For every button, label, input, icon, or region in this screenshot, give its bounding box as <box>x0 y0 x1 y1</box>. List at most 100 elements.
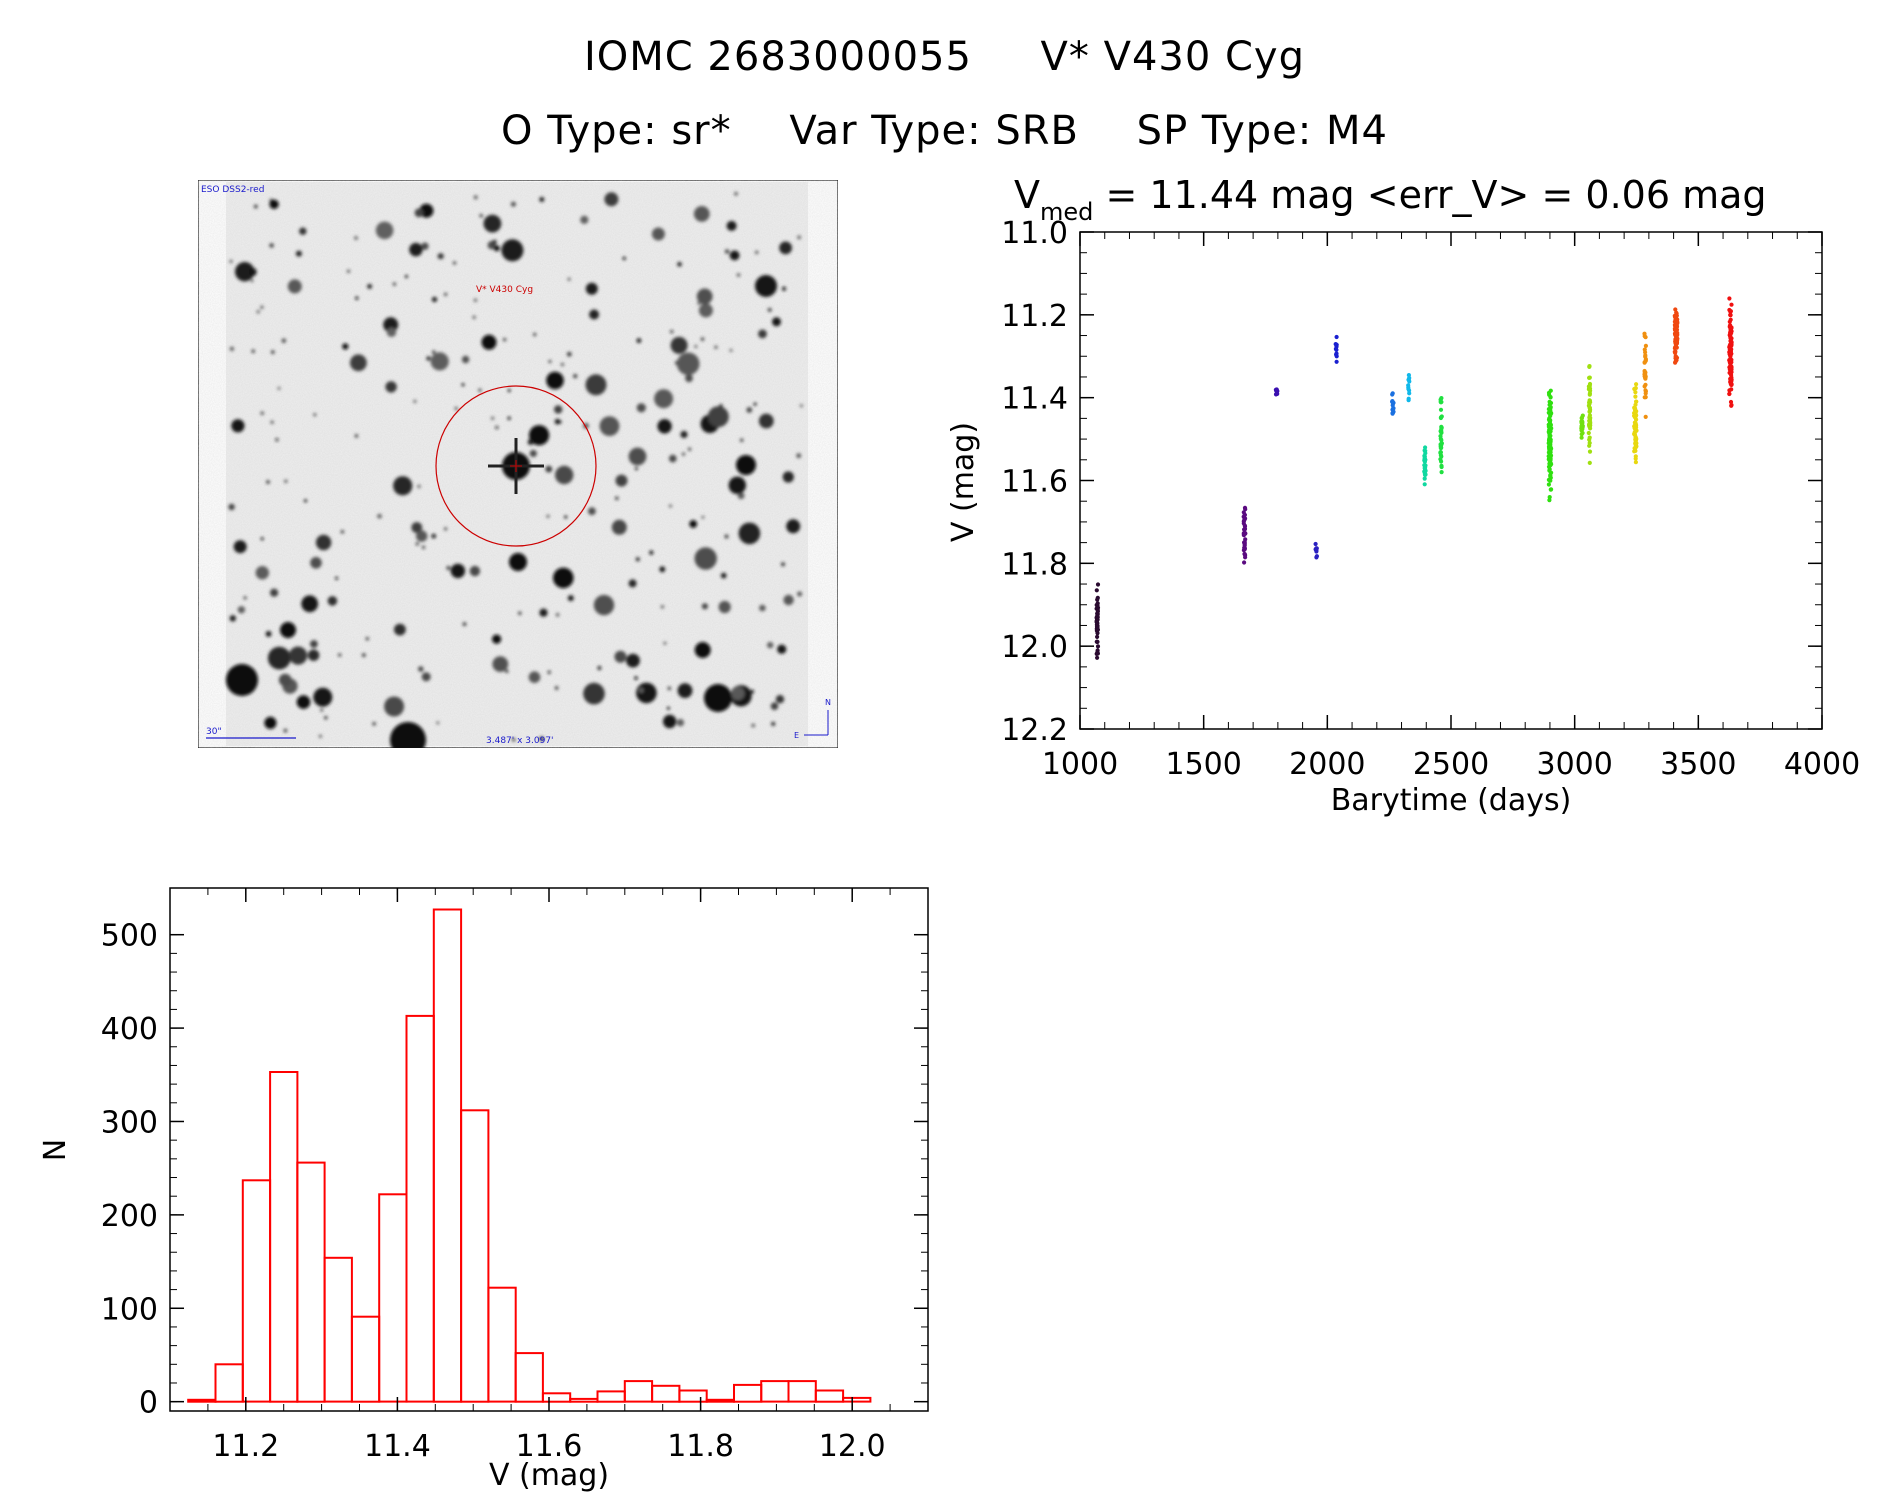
star <box>611 519 627 535</box>
histogram-bar <box>460 1109 490 1403</box>
star <box>770 702 779 710</box>
bright-star <box>736 455 756 475</box>
data-point <box>1548 394 1553 400</box>
star <box>755 275 777 297</box>
star <box>310 557 322 569</box>
data-point <box>1242 518 1247 523</box>
star <box>313 687 333 707</box>
star <box>416 530 428 542</box>
y-tick-label: 11.0 <box>1001 216 1068 251</box>
histogram-bar <box>514 1352 544 1403</box>
data-point <box>1728 381 1733 386</box>
star <box>473 195 478 200</box>
field-size-label: 3.487' x 3.097' <box>486 736 554 746</box>
main-title: IOMC 2683000055 V* V430 Cyg <box>0 34 1889 80</box>
star <box>737 273 740 277</box>
star <box>567 595 574 602</box>
light-curve-axes: 1000 1500 2000 2500 3000 3500 4000 11.0 11.2 11.4… <box>1001 216 1860 782</box>
star <box>421 672 431 682</box>
x-tick-label: 4000 <box>1784 747 1860 782</box>
star <box>365 637 369 641</box>
data-point <box>1548 444 1553 449</box>
star <box>698 303 713 318</box>
data-point <box>1579 435 1584 440</box>
star <box>604 192 619 207</box>
star <box>636 403 646 413</box>
star <box>677 262 682 267</box>
y-tick-label: 500 <box>101 919 158 954</box>
star <box>342 343 349 350</box>
star <box>295 250 302 257</box>
star-field <box>226 191 803 748</box>
star <box>700 337 705 341</box>
data-point <box>1633 438 1638 444</box>
histogram-chart: 11.2 11.4 11.6 11.8 12.0 0 100 200 300 400 500 V (… <box>38 887 929 1493</box>
star <box>505 669 509 673</box>
star <box>444 527 448 531</box>
data-point <box>1314 555 1319 560</box>
data-point <box>1547 457 1552 462</box>
data-point <box>1632 432 1637 437</box>
histogram-bar <box>814 1389 845 1403</box>
star <box>507 416 511 420</box>
star <box>431 533 436 539</box>
star <box>771 721 776 726</box>
data-point <box>1579 415 1584 420</box>
star <box>473 298 478 302</box>
star <box>755 250 759 254</box>
plot-frame <box>1079 231 1823 730</box>
y-tick-label: 100 <box>101 1292 158 1327</box>
star <box>724 249 730 254</box>
title-v: V <box>1014 173 1040 217</box>
star <box>354 434 359 438</box>
star <box>750 689 755 694</box>
star <box>555 613 560 617</box>
data-point <box>1095 627 1100 632</box>
star <box>666 706 670 710</box>
star <box>783 594 794 606</box>
x-tick-label: 11.8 <box>667 1429 734 1464</box>
data-point <box>1548 433 1553 438</box>
star <box>545 465 553 473</box>
data-point <box>1333 346 1338 352</box>
star <box>229 346 234 351</box>
data-point <box>1314 549 1319 554</box>
star <box>746 407 753 413</box>
star <box>327 596 338 606</box>
light-curve-title: Vmed = 11.44 mag <err_V> = 0.06 mag <box>1014 173 1767 226</box>
star <box>340 530 344 534</box>
data-point <box>1634 417 1639 422</box>
x-tick-label: 11.2 <box>212 1429 279 1464</box>
star <box>681 452 686 456</box>
star <box>394 623 406 636</box>
star <box>529 449 537 458</box>
data-point <box>1642 360 1647 365</box>
light-curve-points <box>1094 296 1734 660</box>
star <box>786 519 801 534</box>
star <box>697 301 701 305</box>
star <box>472 315 476 319</box>
star <box>635 557 640 562</box>
histogram-bar <box>678 1389 708 1403</box>
star <box>777 644 787 654</box>
star <box>481 334 497 350</box>
data-point <box>1586 430 1591 436</box>
star <box>260 305 264 309</box>
star <box>354 236 358 240</box>
east-label: E <box>794 731 799 740</box>
star <box>444 292 448 296</box>
data-point <box>1729 340 1734 345</box>
star <box>283 728 288 733</box>
data-point <box>1728 313 1733 318</box>
data-point <box>1548 418 1553 423</box>
data-point <box>1643 395 1648 400</box>
data-point <box>1439 426 1444 431</box>
star <box>281 338 286 343</box>
star <box>615 496 619 500</box>
star <box>567 277 571 281</box>
data-point <box>1587 423 1592 428</box>
data-point <box>1587 391 1592 396</box>
y-tick-label: 11.6 <box>1001 465 1068 500</box>
data-point <box>1632 449 1637 454</box>
star <box>767 641 774 649</box>
